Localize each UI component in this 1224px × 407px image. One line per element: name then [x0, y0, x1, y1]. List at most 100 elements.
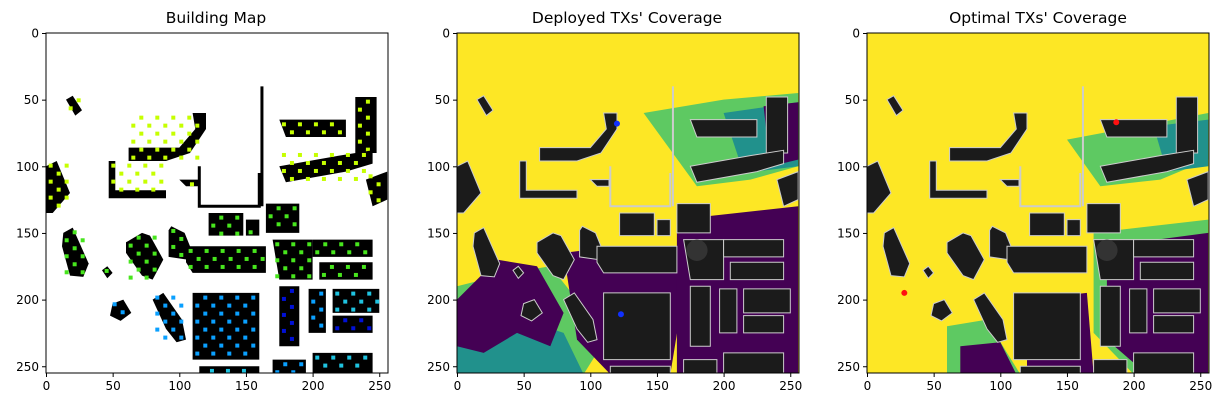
rooftop-marker	[56, 187, 61, 192]
optimal-coverage-panel	[867, 33, 1209, 373]
building-footprint	[922, 265, 935, 280]
rooftop-marker	[289, 336, 294, 341]
y-tick-label: 100	[16, 160, 39, 174]
rooftop-marker	[251, 343, 256, 348]
y-tick-label: 150	[837, 226, 860, 240]
rooftop-marker	[291, 258, 296, 263]
rooftop-marker	[72, 230, 77, 235]
rooftop-marker	[275, 258, 280, 263]
rooftop-marker	[163, 139, 168, 144]
rooftop-marker	[152, 235, 157, 240]
y-tick-label: 200	[427, 293, 450, 307]
rooftop-marker	[219, 311, 224, 316]
rooftop-marker	[159, 163, 164, 168]
x-tick-label: 50	[927, 379, 942, 393]
rooftop-marker	[151, 187, 156, 192]
rooftop-marker	[289, 160, 294, 165]
building-footprint	[603, 292, 671, 361]
y-tick-label: 0	[852, 27, 860, 41]
rooftop-marker	[128, 259, 133, 264]
building-footprint	[719, 288, 738, 334]
rooftop-marker	[291, 370, 296, 373]
rooftop-marker	[225, 368, 230, 373]
building-footprint	[62, 227, 89, 277]
x-tick-label: 200	[713, 379, 736, 393]
rooftop-marker	[343, 299, 348, 304]
rooftop-marker	[363, 250, 368, 255]
rooftop-marker	[128, 243, 133, 248]
rooftop-marker	[235, 343, 240, 348]
rooftop-marker	[139, 147, 144, 152]
building-footprint	[609, 365, 671, 373]
building-footprint	[192, 292, 260, 360]
rooftop-marker	[365, 115, 370, 120]
rooftop-marker	[147, 123, 152, 128]
rooftop-marker	[152, 251, 157, 256]
rooftop-marker	[281, 328, 286, 333]
y-tick-label: 50	[24, 93, 39, 107]
panel-title: Optimal TXs' Coverage	[949, 9, 1127, 27]
y-tick-label: 200	[16, 293, 39, 307]
rooftop-marker	[375, 299, 380, 304]
rooftop-marker	[155, 147, 160, 152]
y-tick-label: 150	[427, 226, 450, 240]
building-footprint	[1129, 288, 1148, 334]
building-footprint	[929, 160, 988, 199]
rooftop-marker	[187, 147, 192, 152]
rooftop-marker	[111, 163, 116, 168]
rooftop-marker	[131, 155, 136, 160]
rooftop-marker	[281, 122, 286, 127]
rooftop-marker	[335, 291, 340, 296]
rooftop-marker	[368, 190, 373, 195]
rooftop-marker	[127, 179, 132, 184]
rooftop-marker	[283, 266, 288, 271]
rooftop-marker	[204, 248, 209, 253]
rooftop-marker	[359, 318, 364, 323]
rooftop-marker	[353, 176, 358, 181]
rooftop-marker	[144, 259, 149, 264]
rooftop-marker	[72, 262, 77, 267]
rooftop-marker	[248, 230, 253, 235]
rooftop-marker	[289, 130, 294, 135]
rooftop-marker	[365, 99, 370, 104]
rooftop-marker	[155, 115, 160, 120]
building-footprint	[1186, 170, 1209, 208]
y-tick-label: 150	[16, 226, 39, 240]
rooftop-marker	[163, 123, 168, 128]
rooftop-marker	[243, 335, 248, 340]
building-footprint	[723, 352, 785, 373]
rooftop-marker	[195, 139, 200, 144]
building-footprint	[1013, 292, 1081, 361]
building-footprint	[319, 262, 373, 280]
coverage-low-region	[960, 342, 1016, 373]
building-footprint	[776, 170, 799, 208]
rooftop-marker	[313, 168, 318, 173]
y-tick-label: 100	[837, 160, 860, 174]
rooftop-marker	[252, 248, 257, 253]
rooftop-marker	[252, 264, 257, 269]
rooftop-marker	[219, 343, 224, 348]
rooftop-marker	[276, 206, 281, 211]
y-tick-label: 250	[427, 360, 450, 374]
x-tick-label: 250	[368, 379, 391, 393]
rooftop-marker	[276, 222, 281, 227]
axes-frame	[866, 32, 1210, 374]
transmitter-marker	[613, 120, 620, 127]
rooftop-marker	[275, 274, 280, 279]
rooftop-marker	[357, 139, 362, 144]
rooftop-marker	[227, 351, 232, 356]
building-footprint	[365, 171, 388, 207]
rooftop-marker	[195, 335, 200, 340]
rooftop-marker	[204, 264, 209, 269]
rooftop-marker	[313, 122, 318, 127]
rooftop-marker	[144, 243, 149, 248]
rooftop-marker	[281, 312, 286, 317]
rooftop-marker	[365, 147, 370, 152]
rooftop-marker	[220, 264, 225, 269]
building-footprint	[512, 265, 525, 280]
rooftop-marker	[203, 311, 208, 316]
rooftop-marker	[244, 256, 249, 261]
building-footprint	[152, 292, 186, 343]
rooftop-marker	[299, 250, 304, 255]
